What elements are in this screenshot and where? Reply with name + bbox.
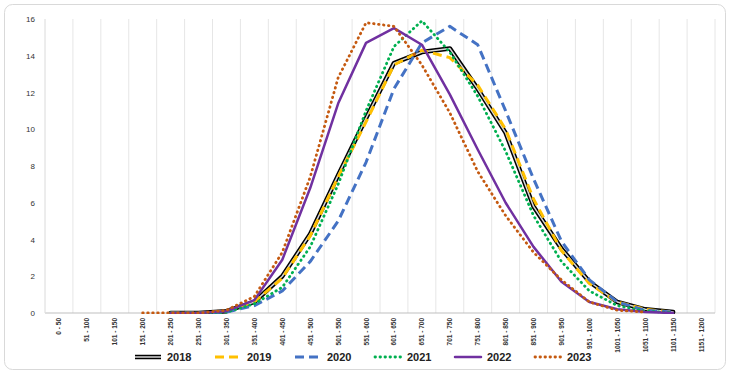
legend-label: 2019 <box>247 351 271 363</box>
grid-line <box>240 19 241 313</box>
chart: 0 2 4 6 8 10 12 14 16 0 - 50 51 - 100 101 - 150 151 … <box>0 0 730 374</box>
y-tick-label: 10 <box>26 125 35 134</box>
grid-line <box>128 19 129 313</box>
y-tick-label: 12 <box>26 89 35 98</box>
legend-swatch <box>535 356 561 359</box>
x-tick-label: 1001 - 1050 <box>614 318 621 353</box>
grid-line <box>72 19 73 313</box>
x-tick-label: 901 - 950 <box>558 318 565 346</box>
legend-swatch <box>375 356 401 359</box>
grid-line <box>687 19 688 313</box>
grid-line <box>268 19 269 313</box>
x-tick-label: 1151 - 1200 <box>698 318 705 353</box>
lines <box>143 21 673 313</box>
grid-line <box>435 19 436 313</box>
legend-swatch <box>215 356 241 359</box>
y-tick-label: 14 <box>26 52 35 61</box>
series-line <box>171 50 674 313</box>
grid-line <box>547 19 548 313</box>
x-tick-label: 451 - 500 <box>307 318 314 346</box>
y-axis: 0 2 4 6 8 10 12 14 16 <box>26 15 45 318</box>
x-tick-label: 401 - 450 <box>279 318 286 346</box>
x-tick-label: 1101 - 1150 <box>670 318 677 352</box>
series-line <box>171 48 674 313</box>
x-tick-label: 951 - 1000 <box>586 318 593 349</box>
x-tick-label: 351 - 400 <box>251 318 258 346</box>
y-tick-label: 2 <box>31 272 36 281</box>
grid-line <box>324 19 325 313</box>
x-tick-label: 51 - 100 <box>83 318 90 342</box>
x-tick-label: 1051 - 1100 <box>642 318 649 353</box>
series-line <box>171 21 674 313</box>
legend-item: 2021 <box>375 351 431 363</box>
x-tick-label: 651 - 700 <box>418 318 425 346</box>
x-tick-label: 801 - 850 <box>502 318 509 346</box>
grid-line <box>491 19 492 313</box>
x-tick-label: 851 - 900 <box>530 318 537 346</box>
legend-item: 2018 <box>135 351 191 363</box>
x-axis: 0 - 50 51 - 100 101 - 150 151 - 200 201 - 25… <box>55 318 704 353</box>
grid-line <box>380 19 381 313</box>
grid-line <box>212 19 213 313</box>
grid-line <box>45 19 46 313</box>
legend-label: 2018 <box>167 351 191 363</box>
x-tick-label: 101 - 150 <box>111 318 118 346</box>
grid <box>45 19 715 313</box>
legend-swatch-inner <box>135 356 161 358</box>
y-tick-label: 4 <box>31 236 36 245</box>
legend-swatch <box>295 356 321 359</box>
grid-line <box>100 19 101 313</box>
grid-line <box>603 19 604 313</box>
x-tick-label: 201 - 250 <box>167 318 174 346</box>
series-line-inner <box>171 48 674 313</box>
legend-label: 2021 <box>407 351 431 363</box>
x-tick-label: 551 - 600 <box>363 318 370 346</box>
x-tick-label: 301 - 350 <box>223 318 230 346</box>
x-tick-label: 0 - 50 <box>55 318 62 335</box>
x-axis-line <box>45 313 715 314</box>
grid-line <box>184 19 185 313</box>
x-tick-label: 501 - 550 <box>335 318 342 346</box>
legend-swatch <box>455 356 481 359</box>
grid-line <box>352 19 353 313</box>
y-tick-label: 16 <box>26 15 35 24</box>
series-line <box>143 23 646 313</box>
series-line <box>171 28 674 313</box>
x-tick-label: 751 - 800 <box>474 318 481 346</box>
legend-label: 2023 <box>567 351 591 363</box>
x-tick-label: 601 - 650 <box>390 318 397 346</box>
legend-label: 2022 <box>487 351 511 363</box>
legend-item: 2023 <box>535 351 591 363</box>
y-tick-label: 6 <box>31 199 36 208</box>
legend-label: 2020 <box>327 351 351 363</box>
y-tick-label: 0 <box>31 309 36 318</box>
y-axis-line <box>45 19 46 313</box>
legend: 2018 2019 2020 2021 2022 2023 <box>135 351 591 363</box>
chart-frame <box>5 5 726 370</box>
grid-line <box>715 19 716 313</box>
x-tick-label: 701 - 750 <box>446 318 453 346</box>
grid-line <box>156 19 157 313</box>
series-line <box>171 26 674 313</box>
grid-line <box>631 19 632 313</box>
legend-item: 2020 <box>295 351 351 363</box>
x-tick-label: 151 - 200 <box>139 318 146 346</box>
legend-swatch <box>135 355 161 360</box>
y-tick-label: 8 <box>31 162 36 171</box>
legend-item: 2019 <box>215 351 271 363</box>
x-tick-label: 251 - 300 <box>195 318 202 346</box>
grid-line <box>659 19 660 313</box>
grid-line <box>463 19 464 313</box>
legend-item: 2022 <box>455 351 511 363</box>
